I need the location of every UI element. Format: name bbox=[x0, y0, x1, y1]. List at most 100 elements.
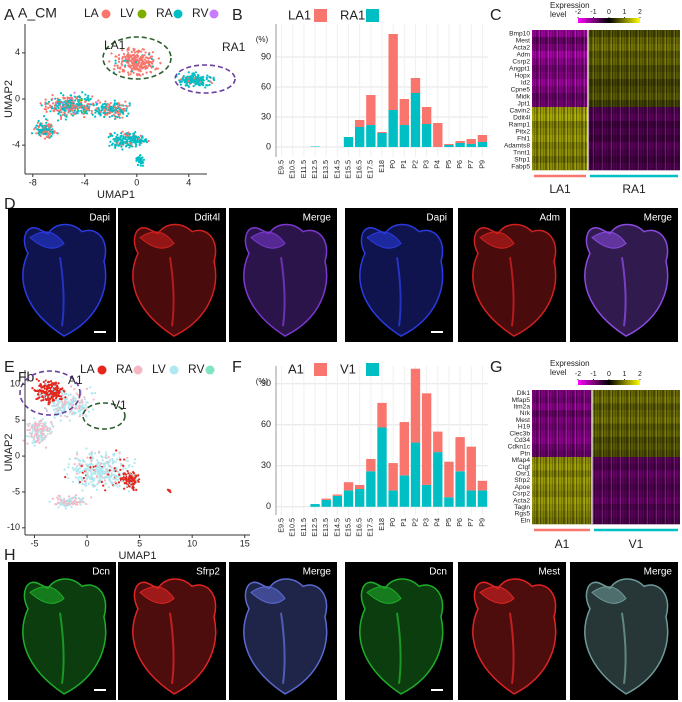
legend-swatch bbox=[314, 363, 327, 376]
x-tick-label: -5 bbox=[30, 538, 38, 548]
cell-dot bbox=[78, 467, 82, 470]
legend-swatch bbox=[314, 9, 327, 22]
cell-dot bbox=[40, 389, 43, 392]
cell-dot bbox=[125, 107, 128, 110]
cell-dot bbox=[47, 380, 51, 384]
x-tick-label: E9.5 bbox=[276, 160, 285, 175]
cell-dot bbox=[108, 144, 111, 147]
cell-dot bbox=[146, 60, 150, 63]
cell-dot bbox=[69, 404, 72, 407]
cell-dot bbox=[74, 467, 78, 470]
cell-dot bbox=[51, 392, 55, 396]
cell-dot bbox=[70, 499, 73, 502]
cell-dot bbox=[129, 59, 132, 62]
gene-label: Csrp2 bbox=[512, 491, 530, 498]
cell-dot bbox=[78, 95, 81, 98]
cell-dot bbox=[124, 459, 127, 462]
tissue-septum bbox=[509, 257, 515, 327]
bar-segment bbox=[321, 498, 331, 500]
cell-dot bbox=[32, 439, 35, 442]
cell-dot bbox=[61, 503, 64, 506]
cell-dot bbox=[113, 452, 116, 456]
bar-segment bbox=[343, 490, 354, 507]
cell-dot bbox=[85, 447, 88, 450]
cell-dot bbox=[94, 101, 98, 104]
cell-dot bbox=[63, 414, 67, 418]
cell-dot bbox=[210, 81, 214, 85]
x-tick-label: E11.5 bbox=[299, 518, 308, 536]
cell-dot bbox=[45, 446, 48, 449]
cell-dot bbox=[121, 116, 124, 119]
cell-dot bbox=[67, 495, 71, 498]
cell-dot bbox=[66, 99, 69, 102]
cell-dot bbox=[187, 71, 190, 74]
x-tick-label: E11.5 bbox=[299, 160, 308, 178]
cell-dot bbox=[79, 103, 82, 106]
cell-dot bbox=[92, 408, 95, 411]
cell-dot bbox=[122, 467, 125, 470]
cell-dot bbox=[40, 420, 43, 423]
bar-segment bbox=[399, 475, 410, 507]
cell-dot bbox=[94, 391, 97, 395]
cell-dot bbox=[120, 132, 123, 135]
cell-dot bbox=[79, 413, 82, 416]
cell-dot bbox=[128, 476, 131, 479]
cell-dot bbox=[40, 104, 43, 107]
bar-segment bbox=[455, 143, 465, 147]
bar-segment bbox=[410, 442, 421, 507]
cell-dot bbox=[206, 74, 209, 77]
cell-dot bbox=[43, 387, 47, 390]
cell-dot bbox=[35, 426, 38, 429]
legend-label: RA bbox=[116, 362, 133, 376]
cell-dot bbox=[127, 51, 130, 55]
cell-dot bbox=[198, 84, 201, 87]
cell-dot bbox=[38, 384, 41, 387]
cell-dot bbox=[81, 482, 84, 485]
cell-dot bbox=[70, 103, 73, 106]
cell-dot bbox=[52, 102, 55, 105]
cell-dot bbox=[123, 55, 126, 58]
cell-dot bbox=[77, 470, 80, 473]
cell-dot bbox=[139, 74, 142, 77]
cell-dot bbox=[116, 115, 119, 119]
cell-dot bbox=[121, 140, 124, 143]
cell-dot bbox=[101, 105, 104, 108]
gene-label: Sfrp2 bbox=[514, 477, 530, 484]
cell-dot bbox=[108, 60, 111, 63]
cell-dot bbox=[38, 421, 41, 424]
cell-dot bbox=[102, 476, 105, 479]
cell-dot bbox=[124, 64, 127, 67]
y-axis-label: (%) bbox=[256, 377, 269, 386]
cell-dot bbox=[147, 139, 150, 143]
cell-dot bbox=[78, 480, 82, 484]
cell-dot bbox=[112, 478, 115, 481]
cell-dot bbox=[114, 480, 117, 484]
cell-dot bbox=[112, 113, 115, 116]
cell-dot bbox=[86, 456, 89, 459]
cell-dot bbox=[121, 57, 124, 60]
cluster-outline bbox=[82, 402, 126, 430]
cell-dot bbox=[151, 60, 155, 63]
tissue-septum bbox=[280, 612, 286, 684]
cell-dot bbox=[57, 405, 60, 408]
cell-dot bbox=[123, 133, 126, 136]
cell-dot bbox=[78, 415, 81, 418]
x-tick-label: P7 bbox=[466, 160, 475, 169]
cell-dot bbox=[74, 503, 78, 506]
cell-dot bbox=[151, 62, 154, 65]
cell-dot bbox=[58, 104, 62, 107]
cell-dot bbox=[106, 105, 109, 108]
x-tick-label: E17.5 bbox=[366, 160, 375, 179]
cell-dot bbox=[187, 80, 190, 83]
cell-dot bbox=[114, 59, 117, 62]
bar-segment bbox=[399, 125, 410, 147]
cell-dot bbox=[79, 470, 82, 473]
cell-dot bbox=[205, 77, 208, 81]
cell-dot bbox=[71, 466, 74, 469]
bar-segment bbox=[399, 422, 410, 476]
gene-label: Mfap4 bbox=[512, 457, 531, 464]
cell-dot bbox=[85, 401, 88, 404]
cell-dot bbox=[103, 115, 106, 119]
cell-dot bbox=[134, 54, 137, 58]
y-tick-label: 0 bbox=[15, 450, 20, 460]
